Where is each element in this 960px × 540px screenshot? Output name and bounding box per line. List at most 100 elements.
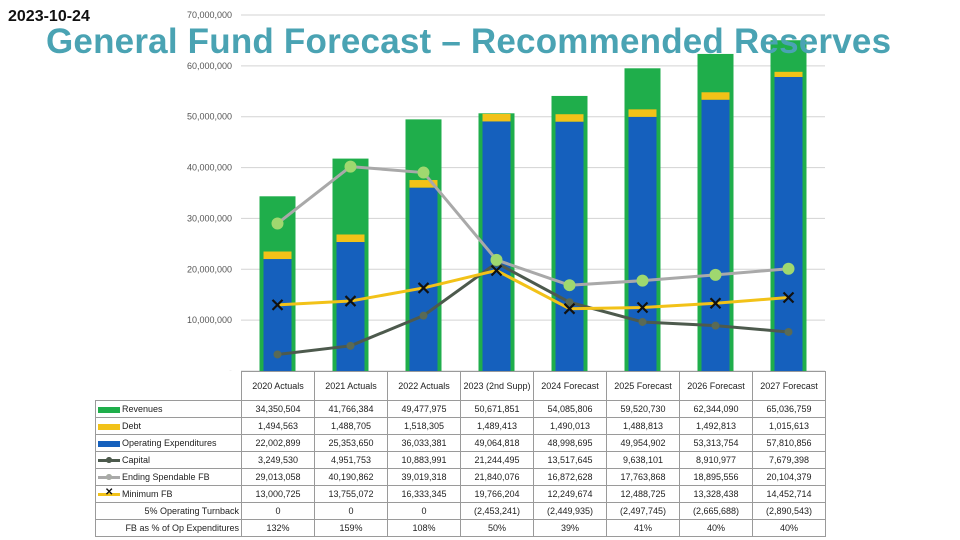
series-name: Capital	[122, 454, 151, 465]
table-cell: (2,497,745)	[606, 502, 680, 520]
y-tick-label: 40,000,000	[187, 163, 232, 173]
capital-point	[419, 311, 428, 320]
table-row: FB as % of Op Expenditures 132% 159% 108% 50…	[95, 519, 826, 537]
table-cell: 12,249,674	[533, 485, 607, 503]
minimum-fb-point	[490, 264, 503, 277]
capital-point	[711, 321, 720, 330]
table-cell: 17,763,868	[606, 468, 680, 486]
table-cell: 8,910,977	[679, 451, 753, 469]
table-cell: 132%	[241, 519, 315, 537]
legend-swatch	[98, 423, 120, 430]
table-cell: 49,954,902	[606, 434, 680, 452]
table-cell: 10,883,991	[387, 451, 461, 469]
y-axis-tick-labels: 70,000,000 60,000,000 50,000,000 40,000,000…	[187, 10, 232, 376]
series-name: Minimum FB	[122, 488, 173, 499]
data-table: 2020 Actuals 2021 Actuals 2022 Actuals 2023…	[95, 371, 826, 537]
table-cell: 54,085,806	[533, 400, 607, 418]
table-cell: 41,766,384	[314, 400, 388, 418]
table-cell: 1,488,813	[606, 417, 680, 435]
table-cell: 40%	[752, 519, 826, 537]
table-cell: 50,671,851	[460, 400, 534, 418]
table-cell: 21,840,076	[460, 468, 534, 486]
operating-expenditures-bar	[555, 121, 584, 371]
series-name: Ending Spendable FB	[122, 471, 210, 482]
table-row: Ending Spendable FB 29,013,058 40,190,862 3…	[95, 468, 826, 486]
table-cell: 65,036,759	[752, 400, 826, 418]
capital-line	[277, 261, 789, 356]
table-cell: 20,104,379	[752, 468, 826, 486]
ending-spendable-fb-point	[782, 262, 795, 275]
minimum-fb-point	[782, 291, 795, 304]
legend-swatch	[98, 440, 120, 447]
minimum-fb-point	[636, 301, 649, 314]
cross-stroke	[271, 299, 284, 311]
ending-spendable-fb-point	[271, 217, 284, 230]
column-header: 2020 Actuals	[241, 371, 315, 401]
table-cell: 1,494,563	[241, 417, 315, 435]
table-cell: 49,477,975	[387, 400, 461, 418]
minimum-fb-line	[277, 268, 789, 311]
table-cell: 1,490,013	[533, 417, 607, 435]
minimum-fb-point	[344, 295, 357, 307]
cross-stroke	[563, 302, 576, 315]
ending-spendable-fb-line	[276, 165, 789, 287]
table-cell: (2,449,935)	[533, 502, 607, 520]
y-tick-label: 60,000,000	[187, 61, 232, 71]
debt-bar	[628, 109, 657, 117]
debt-bar	[701, 92, 730, 100]
ending-spendable-fb-point	[490, 253, 503, 266]
table-row: Revenues 34,350,504 41,766,384 49,477,975 50…	[95, 400, 826, 418]
table-row: Operating Expenditures 22,002,899 25,353,6…	[95, 434, 826, 452]
table-cell: 53,313,754	[679, 434, 753, 452]
row-label: FB as % of Op Expenditures	[95, 519, 242, 537]
table-row: 5% Operating Turnback 0 0 0 (2,453,241) (2,44…	[95, 502, 826, 520]
line-series	[271, 160, 795, 359]
table-cell: 1,015,613	[752, 417, 826, 435]
series-name: Revenues	[122, 404, 163, 414]
row-label: 5% Operating Turnback	[95, 502, 242, 520]
legend-swatch	[98, 406, 120, 413]
y-tick-label: 30,000,000	[187, 213, 232, 223]
table-cell: 16,872,628	[533, 468, 607, 486]
cross-stroke	[417, 282, 430, 294]
capital-point	[346, 341, 355, 350]
column-header: 2024 Forecast	[533, 371, 607, 401]
table-cell: 108%	[387, 519, 461, 537]
table-cell: 13,755,072	[314, 485, 388, 503]
table-body: Revenues 34,350,504 41,766,384 49,477,975 50…	[95, 400, 826, 537]
table-cell: 50%	[460, 519, 534, 537]
cross-stroke	[636, 301, 649, 314]
minimum-fb-point	[709, 297, 722, 309]
table-cell: 3,249,530	[241, 451, 315, 469]
minimum-fb-point	[417, 282, 430, 294]
table-corner	[96, 372, 242, 401]
table-cell: 36,033,381	[387, 434, 461, 452]
column-header: 2023 (2nd Supp)	[460, 371, 534, 401]
table-cell: 13,517,645	[533, 451, 607, 469]
table-cell: 49,064,818	[460, 434, 534, 452]
table-row: Debt 1,494,563 1,488,705 1,518,305 1,489,413…	[95, 417, 826, 435]
ending-spendable-fb-point	[709, 268, 722, 281]
minimum-fb-point	[271, 299, 284, 311]
capital-point	[638, 317, 647, 326]
table-cell: 159%	[314, 519, 388, 537]
table-cell: 13,328,438	[679, 485, 753, 503]
table-cell: 12,488,725	[606, 485, 680, 503]
cross-stroke	[782, 291, 795, 304]
table-header-row: 2020 Actuals 2021 Actuals 2022 Actuals 2023…	[96, 371, 826, 401]
table-cell: (2,453,241)	[460, 502, 534, 520]
table-cell: 19,766,204	[460, 485, 534, 503]
ending-spendable-fb-point	[636, 274, 649, 287]
row-label: Revenues	[95, 400, 242, 418]
table-cell: 0	[314, 502, 388, 520]
table-cell: 0	[241, 502, 315, 520]
debt-bar	[409, 180, 438, 188]
debt-bar	[336, 234, 365, 243]
table-cell: 40,190,862	[314, 468, 388, 486]
y-tick-label: 10,000,000	[187, 315, 232, 325]
cross-stroke	[490, 264, 503, 277]
capital-point	[784, 327, 793, 336]
column-header: 2027 Forecast	[752, 371, 826, 401]
table-row: Capital 3,249,530 4,951,753 10,883,991 21,24…	[95, 451, 826, 469]
cross-stroke	[344, 295, 357, 307]
